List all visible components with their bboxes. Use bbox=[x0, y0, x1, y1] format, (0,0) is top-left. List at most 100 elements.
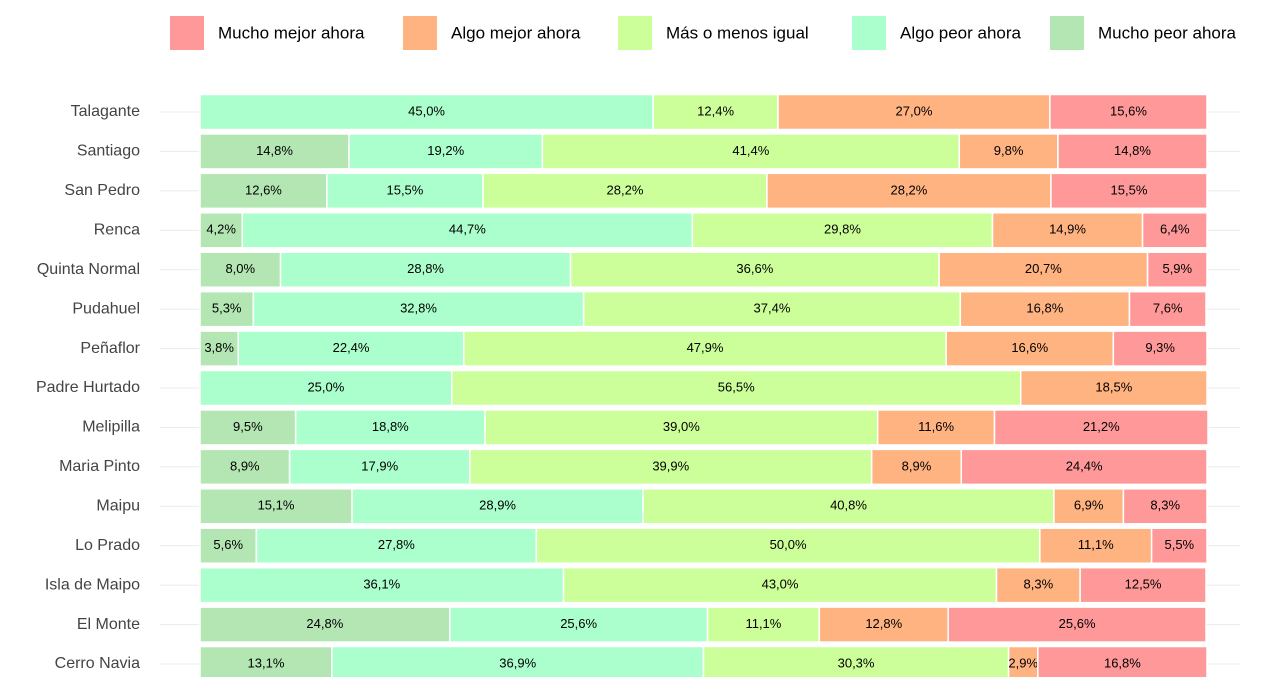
bar-segment bbox=[1122, 488, 1208, 525]
bar-segment bbox=[702, 645, 1010, 677]
bar-segment bbox=[960, 448, 1208, 486]
legend-swatch bbox=[403, 16, 437, 50]
value-label: 17,9% bbox=[361, 458, 398, 473]
bar-segment bbox=[199, 488, 353, 525]
value-label: 8,9% bbox=[902, 458, 932, 473]
legend-label: Algo peor ahora bbox=[900, 23, 1022, 42]
category-label: San Pedro bbox=[64, 182, 140, 199]
bar-segment bbox=[642, 488, 1055, 525]
category-label: Padre Hurtado bbox=[36, 379, 140, 396]
value-label: 25,6% bbox=[560, 616, 597, 631]
value-label: 15,6% bbox=[1110, 103, 1147, 118]
value-label: 22,4% bbox=[333, 340, 370, 355]
value-label: 20,7% bbox=[1025, 261, 1062, 276]
value-label: 41,4% bbox=[732, 143, 769, 158]
category-label: Maria Pinto bbox=[59, 458, 140, 475]
bar-segment bbox=[1050, 172, 1208, 210]
bar-segment bbox=[288, 448, 471, 486]
value-label: 8,0% bbox=[225, 261, 255, 276]
value-label: 37,4% bbox=[754, 301, 791, 316]
bar-segment bbox=[945, 330, 1115, 367]
value-label: 44,7% bbox=[449, 222, 486, 237]
value-label: 45,0% bbox=[408, 103, 445, 118]
bar-segment bbox=[448, 606, 709, 643]
value-label: 36,6% bbox=[736, 261, 773, 276]
bar-segment bbox=[199, 566, 565, 604]
category-label: Maipu bbox=[96, 498, 140, 515]
bar-segment bbox=[1037, 645, 1208, 677]
value-label: 8,3% bbox=[1024, 577, 1054, 592]
bar-segment bbox=[326, 172, 484, 210]
category-label: Renca bbox=[94, 222, 140, 239]
bar-segment bbox=[252, 290, 585, 328]
bar-segment bbox=[993, 409, 1209, 446]
value-label: 24,8% bbox=[306, 616, 343, 631]
bar-segment bbox=[777, 93, 1051, 131]
bar-segment bbox=[938, 251, 1149, 288]
bar-segment bbox=[541, 133, 961, 170]
value-label: 30,3% bbox=[838, 655, 875, 670]
value-label: 47,9% bbox=[687, 340, 724, 355]
bar-segment bbox=[1146, 251, 1208, 288]
value-label: 39,9% bbox=[652, 458, 689, 473]
bar-segment bbox=[818, 606, 949, 643]
value-label: 11,1% bbox=[1078, 537, 1114, 552]
bar-segment bbox=[1150, 527, 1208, 564]
value-label: 40,8% bbox=[830, 498, 867, 513]
value-label: 15,5% bbox=[386, 182, 423, 197]
category-label: Pudahuel bbox=[72, 300, 140, 317]
value-label: 8,3% bbox=[1150, 498, 1180, 513]
value-label: 18,8% bbox=[372, 419, 409, 434]
value-label: 28,2% bbox=[607, 182, 644, 197]
value-label: 15,5% bbox=[1111, 182, 1148, 197]
value-label: 9,5% bbox=[233, 419, 263, 434]
value-label: 11,1% bbox=[745, 616, 781, 631]
category-label: Peñaflor bbox=[80, 340, 140, 357]
bar-segment bbox=[1079, 566, 1207, 604]
bar-segment bbox=[463, 330, 947, 367]
bar-segment bbox=[1019, 369, 1208, 407]
bar-segment bbox=[1049, 93, 1208, 131]
value-label: 4,2% bbox=[206, 222, 236, 237]
value-label: 24,4% bbox=[1066, 458, 1103, 473]
category-label: Talagante bbox=[71, 103, 140, 120]
category-label: Cerro Navia bbox=[55, 655, 140, 672]
bar-segment bbox=[348, 133, 544, 170]
value-label: 21,2% bbox=[1083, 419, 1120, 434]
value-label: 18,5% bbox=[1095, 379, 1132, 394]
bar-segment bbox=[351, 488, 644, 525]
legend-swatch bbox=[618, 16, 652, 50]
category-label: Lo Prado bbox=[75, 537, 140, 554]
value-label: 8,9% bbox=[230, 458, 260, 473]
value-label: 5,3% bbox=[212, 301, 242, 316]
category-label: Quinta Normal bbox=[37, 261, 140, 278]
legend-label: Algo mejor ahora bbox=[451, 23, 581, 42]
value-label: 27,0% bbox=[896, 103, 933, 118]
value-label: 29,8% bbox=[824, 222, 861, 237]
value-label: 14,8% bbox=[1114, 143, 1151, 158]
bar-segment bbox=[582, 290, 962, 328]
value-label: 36,9% bbox=[499, 655, 536, 670]
category-label: Melipilla bbox=[82, 419, 140, 436]
value-label: 7,6% bbox=[1153, 301, 1183, 316]
value-label: 6,9% bbox=[1074, 498, 1104, 513]
value-label: 16,8% bbox=[1104, 655, 1141, 670]
category-label: Isla de Maipo bbox=[45, 576, 140, 593]
bar-segment bbox=[706, 606, 821, 643]
value-label: 25,0% bbox=[307, 379, 344, 394]
value-label: 28,8% bbox=[407, 261, 444, 276]
legend-swatch bbox=[170, 16, 204, 50]
bar-segment bbox=[1141, 212, 1208, 249]
bar-segment bbox=[1128, 290, 1207, 328]
bar-segment bbox=[199, 251, 282, 288]
value-label: 12,6% bbox=[245, 182, 282, 197]
value-label: 16,8% bbox=[1026, 301, 1063, 316]
bar-segment bbox=[255, 527, 538, 564]
bar-segment bbox=[294, 409, 486, 446]
value-label: 11,6% bbox=[918, 419, 954, 434]
bar-segment bbox=[199, 330, 240, 367]
value-label: 56,5% bbox=[718, 379, 755, 394]
value-label: 14,9% bbox=[1049, 222, 1086, 237]
value-label: 16,6% bbox=[1011, 340, 1048, 355]
